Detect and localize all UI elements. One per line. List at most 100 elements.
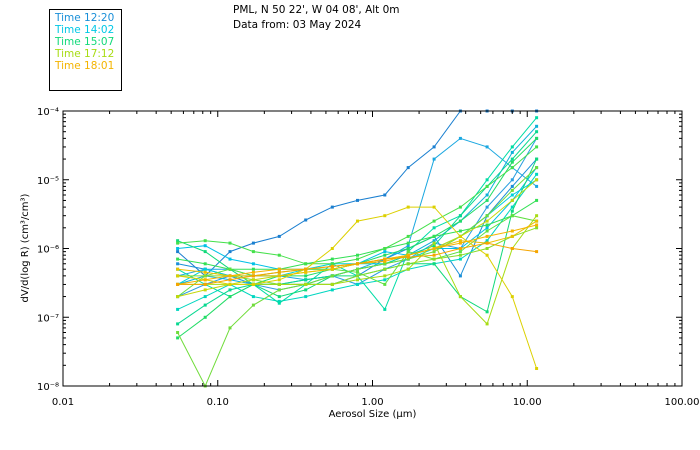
data-point-s12 <box>406 247 410 250</box>
data-point-s21 <box>304 270 308 274</box>
data-point-s08 <box>383 278 387 282</box>
data-point-s13 <box>432 234 436 238</box>
data-point-s01 <box>383 193 387 197</box>
data-point-s20 <box>383 214 387 218</box>
data-point-s08 <box>485 239 489 243</box>
data-point-s17 <box>203 274 207 278</box>
data-point-s08 <box>277 299 281 303</box>
data-point-s14 <box>356 257 359 261</box>
data-point-s17 <box>432 257 436 261</box>
data-point-s12 <box>510 160 514 164</box>
data-point-s17 <box>406 262 410 266</box>
data-point-s23 <box>304 267 308 271</box>
data-point-s14 <box>485 184 489 188</box>
data-point-s21 <box>510 234 514 238</box>
data-point-s20 <box>330 247 334 250</box>
data-point-s23 <box>510 247 514 250</box>
data-point-s12 <box>228 295 232 299</box>
data-point-s17 <box>485 247 489 250</box>
data-point-s01 <box>176 250 180 254</box>
data-point-s07 <box>510 193 514 197</box>
data-point-s17 <box>458 253 462 257</box>
data-point-s01 <box>228 250 232 254</box>
data-point-s13 <box>330 257 334 261</box>
legend-entry-1801: Time 18:01 <box>55 60 115 72</box>
data-point-s21 <box>277 274 281 278</box>
data-point-s06 <box>228 257 232 261</box>
data-point-s13 <box>176 257 180 261</box>
data-point-s09 <box>277 301 281 305</box>
y-tick-label: 10⁻⁶ <box>37 245 59 256</box>
data-point-s18 <box>432 241 436 245</box>
data-point-s09 <box>535 116 539 120</box>
data-point-s03 <box>485 205 489 209</box>
data-point-s12 <box>383 253 387 257</box>
data-point-s22 <box>432 247 436 250</box>
data-point-s08 <box>535 172 539 176</box>
data-point-s14 <box>432 219 436 223</box>
data-point-s08 <box>510 205 514 209</box>
legend-box: Time 12:20 Time 14:02 Time 15:07 Time 17… <box>49 9 122 91</box>
data-point-s15 <box>406 250 410 254</box>
data-point-s14 <box>330 262 334 266</box>
data-point-s16 <box>406 257 410 261</box>
data-point-s13 <box>406 241 410 245</box>
data-point-s15 <box>356 270 359 274</box>
data-point-s06 <box>383 250 387 254</box>
data-point-s01 <box>432 145 436 149</box>
data-point-s20 <box>228 282 232 286</box>
data-point-s14 <box>203 239 207 243</box>
y-tick-label: 10⁻⁴ <box>37 107 59 118</box>
data-point-s05 <box>485 193 489 197</box>
data-point-s04 <box>406 244 410 248</box>
y-axis-label: dV/d(log R) (cm³/cm³) <box>20 193 31 302</box>
data-point-s05 <box>535 124 539 128</box>
data-point-s19 <box>510 198 514 202</box>
data-point-s23 <box>356 262 359 266</box>
data-point-s10 <box>535 130 539 134</box>
data-point-s23 <box>432 253 436 257</box>
data-point-s23 <box>485 241 489 245</box>
y-tick-label: 10⁻⁷ <box>37 313 59 324</box>
data-point-s15 <box>458 250 462 254</box>
data-point-s10 <box>176 322 180 326</box>
data-point-s12 <box>304 274 308 278</box>
y-tick-label: 10⁻⁸ <box>37 382 59 393</box>
series-line-s14 <box>177 146 537 265</box>
data-point-s23 <box>330 264 334 268</box>
data-point-s06 <box>485 226 489 230</box>
data-point-s10 <box>432 244 436 248</box>
data-point-s02 <box>510 184 514 188</box>
data-point-s08 <box>356 282 359 286</box>
data-point-s19 <box>176 295 180 299</box>
data-point-s09 <box>510 145 514 149</box>
data-point-s17 <box>356 274 359 278</box>
data-point-s23 <box>228 278 232 282</box>
data-point-s06 <box>251 262 255 266</box>
data-point-s08 <box>251 295 255 299</box>
data-point-s18 <box>330 282 334 286</box>
data-point-s18 <box>277 282 281 286</box>
legend-entry-1712: Time 17:12 <box>55 48 115 60</box>
data-point-s11 <box>277 295 281 299</box>
data-point-s18 <box>535 214 539 218</box>
data-point-s12 <box>176 336 180 340</box>
data-point-s12 <box>485 198 489 202</box>
data-point-s04 <box>458 136 462 140</box>
data-point-s19 <box>485 219 489 223</box>
axis-layer: 0.01 0.10 1.00 10.00 100.00 10⁻⁸ 10⁻⁷ 10⁻⁶ 10⁻⁵ 1… <box>37 107 700 408</box>
data-point-s14 <box>251 250 255 254</box>
data-point-s15 <box>383 282 387 286</box>
data-point-s16 <box>176 331 180 334</box>
data-date: Data from: 03 May 2024 <box>233 19 362 31</box>
data-point-s23 <box>277 270 281 274</box>
data-point-s20 <box>356 219 359 223</box>
data-point-s18 <box>383 274 387 278</box>
data-point-s14 <box>304 262 308 266</box>
data-point-s11 <box>176 239 180 243</box>
data-point-s12 <box>535 136 539 140</box>
data-point-s16 <box>485 214 489 218</box>
data-point-s16 <box>356 267 359 271</box>
series-layer <box>176 109 539 388</box>
